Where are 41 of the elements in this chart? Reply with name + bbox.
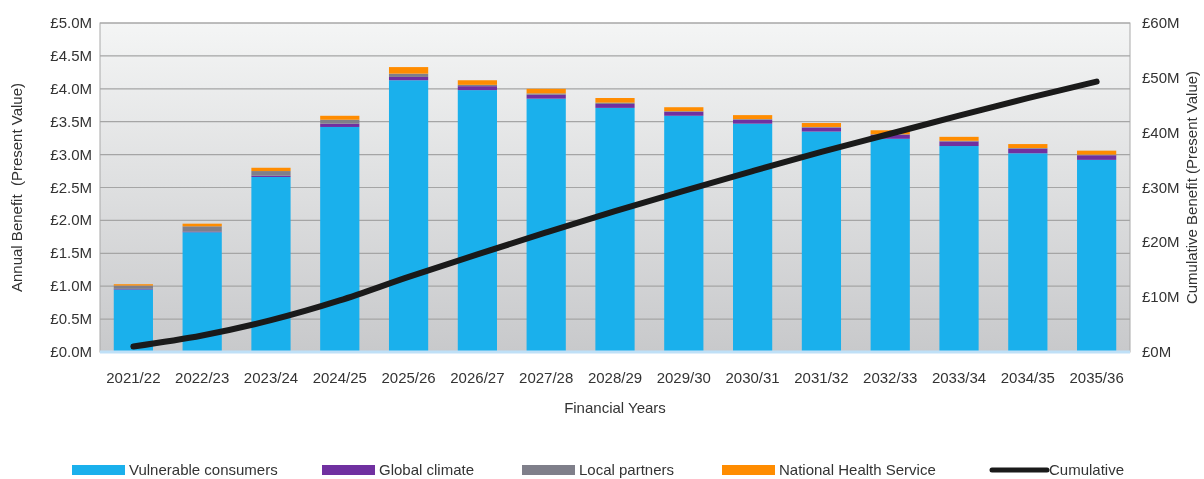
y-tick-label: £3.5M [50,112,92,130]
x-tick-label: 2032/33 [863,369,918,386]
x-tick-label: 2025/26 [381,369,436,386]
legend-label: Cumulative [1049,461,1125,478]
y-tick-label: £0.0M [50,343,92,360]
y-tick-label: £1.5M [50,244,92,262]
y-tick-label: £1.0M [50,277,92,295]
legend-label: Global climate [379,461,475,478]
x-tick-label: 2022/23 [175,369,230,386]
y2-tick-label: £10M [1142,288,1180,306]
x-axis-title: Financial Years [564,399,666,416]
y2-tick-label: £0M [1142,343,1172,360]
x-tick-label: 2026/27 [450,369,505,386]
y-tick-label: £2.5M [50,178,92,196]
y2-tick-label: £60M [1142,14,1180,31]
x-tick-label: 2024/25 [312,369,367,386]
y2-axis-title: Cumulative Benefit (Present Value) [1183,70,1200,305]
y2-tick-label: £50M [1142,68,1180,86]
y-tick-label: £4.0M [50,79,92,97]
y-tick-label: £2.0M [50,211,92,229]
legend-label: Vulnerable consumers [129,461,278,478]
y2-tick-label: £40M [1142,123,1180,141]
y2-tick-label: £20M [1142,233,1180,251]
x-tick-label: 2027/28 [519,369,574,386]
x-tick-label: 2034/35 [1000,369,1055,386]
x-tick-label: 2021/22 [106,369,161,386]
y-axis-title: Annual Benefit (Present Value) [8,82,25,293]
x-tick-label: 2033/34 [931,369,987,386]
x-tick-label: 2029/30 [656,369,711,386]
x-tick-label: 2031/32 [794,369,849,386]
legend-label: Local partners [579,461,675,478]
y-tick-label: £0.5M [50,310,92,328]
y-tick-label: £4.5M [50,46,92,64]
y2-tick-label: £30M [1142,178,1180,196]
x-tick-label: 2035/36 [1069,369,1124,386]
legend-label: National Health Service [779,461,936,478]
y-tick-label: £5.0M [50,14,92,31]
x-tick-label: 2030/31 [725,369,780,386]
x-tick-label: 2028/29 [587,369,643,386]
y-tick-label: £3.0M [50,145,92,163]
x-tick-label: 2023/24 [243,369,299,386]
